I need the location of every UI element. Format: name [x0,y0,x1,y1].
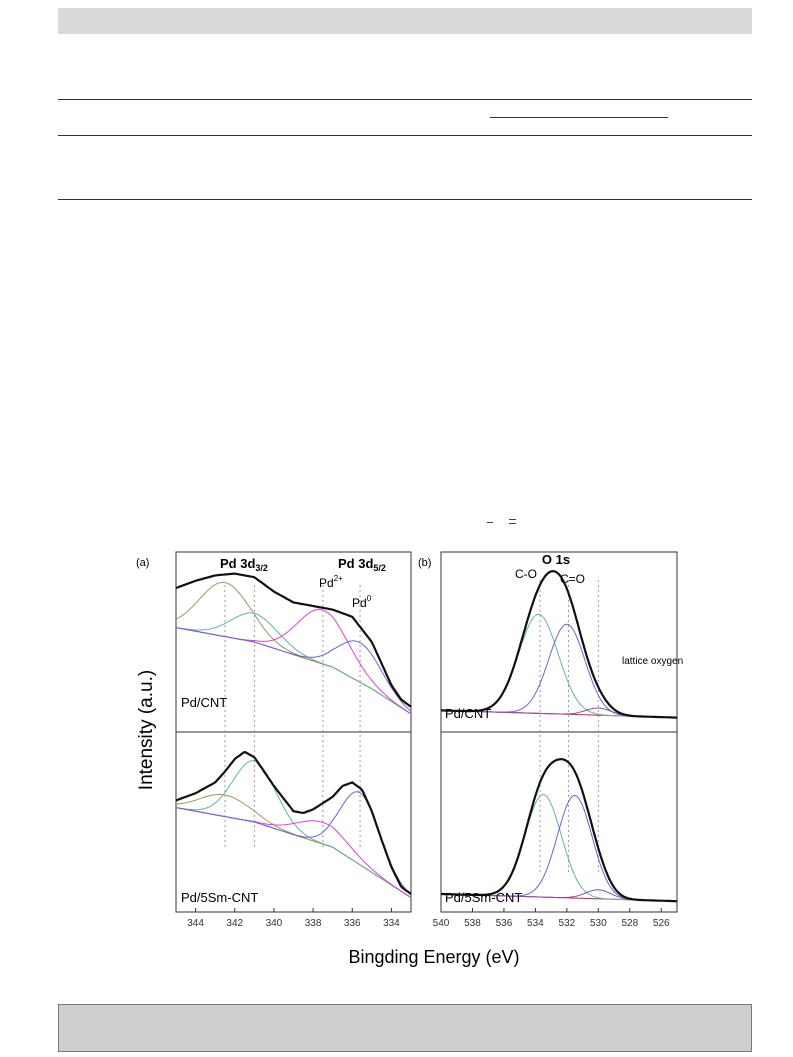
b-sub1-component-1 [441,794,677,902]
c-double-o-label: C=O [560,572,585,586]
b-sub1-envelope [441,758,677,903]
b-sub1-component-0 [441,793,677,902]
b-xtick-label-3: 534 [527,918,544,929]
a-xtick-label-3: 338 [305,918,322,929]
text-dash-mark [487,522,493,523]
panel-a-sample-1-label: Pd/CNT [181,695,227,710]
b-xtick-label-2: 536 [496,918,513,929]
a-xtick-label-0: 344 [187,918,204,929]
a-sub0-envelope [175,572,412,708]
panel-b-sample-1-label: Pd/CNT [445,706,491,721]
a-sub1-component-3 [175,791,412,896]
pd2plus-label: Pd2+ [319,574,343,590]
header-bar [58,8,752,34]
a-xtick-label-1: 342 [226,918,243,929]
b-xtick-label-0: 540 [433,918,450,929]
text-equals-mark-b [509,523,516,524]
panel-a: (a) 344 342 340 338 336 334 Pd 3d3/2 Pd 3d5/2… [136,551,412,929]
o1s-title: O 1s [542,552,570,567]
y-axis-label: Intensity (a.u.) [136,670,157,790]
a-xtick-label-2: 340 [266,918,283,929]
panel-a-sample-2-label: Pd/5Sm-CNT [181,890,258,905]
a-xtick-label-4: 336 [344,918,361,929]
panel-b-label: (b) [418,557,431,569]
table-rule-sub [490,117,668,118]
table-rule-mid [58,135,752,136]
panel-b-sample-2-label: Pd/5Sm-CNT [445,890,522,905]
table-rule-bottom [58,199,752,200]
lattice-oxygen-label: lattice oxygen [622,656,683,667]
b-xtick-label-1: 538 [464,918,481,929]
pd3d32-label: Pd 3d3/2 [220,556,268,573]
pd3d52-label: Pd 3d5/2 [338,556,386,573]
b-sub0-component-1 [441,623,677,719]
a-sub1-envelope [175,750,412,895]
b-sub0-envelope [441,569,677,719]
text-equals-mark-a [509,519,516,520]
footer-box [58,1004,752,1052]
a-sub0-component-3 [175,627,412,712]
b-xtick-label-7: 526 [653,918,670,929]
a-sub0-component-1 [175,612,412,715]
b-xtick-label-4: 532 [559,918,576,929]
a-sub1-component-1 [175,760,412,899]
panel-b: (b) 540 538 536 534 532 530 528 526 O 1s C-O C=… [418,551,683,929]
pd0-label: Pd0 [352,594,372,610]
xps-figure: Intensity (a.u.) Bingding Energy (eV) (a… [136,551,683,967]
b-xtick-label-5: 530 [590,918,607,929]
table-rule-top [58,99,752,100]
c-o-label: C-O [515,567,537,581]
x-axis-label: Bingding Energy (eV) [348,947,519,967]
panel-a-label: (a) [136,557,149,569]
a-xtick-label-5: 334 [383,918,400,929]
b-xtick-label-6: 528 [621,918,638,929]
